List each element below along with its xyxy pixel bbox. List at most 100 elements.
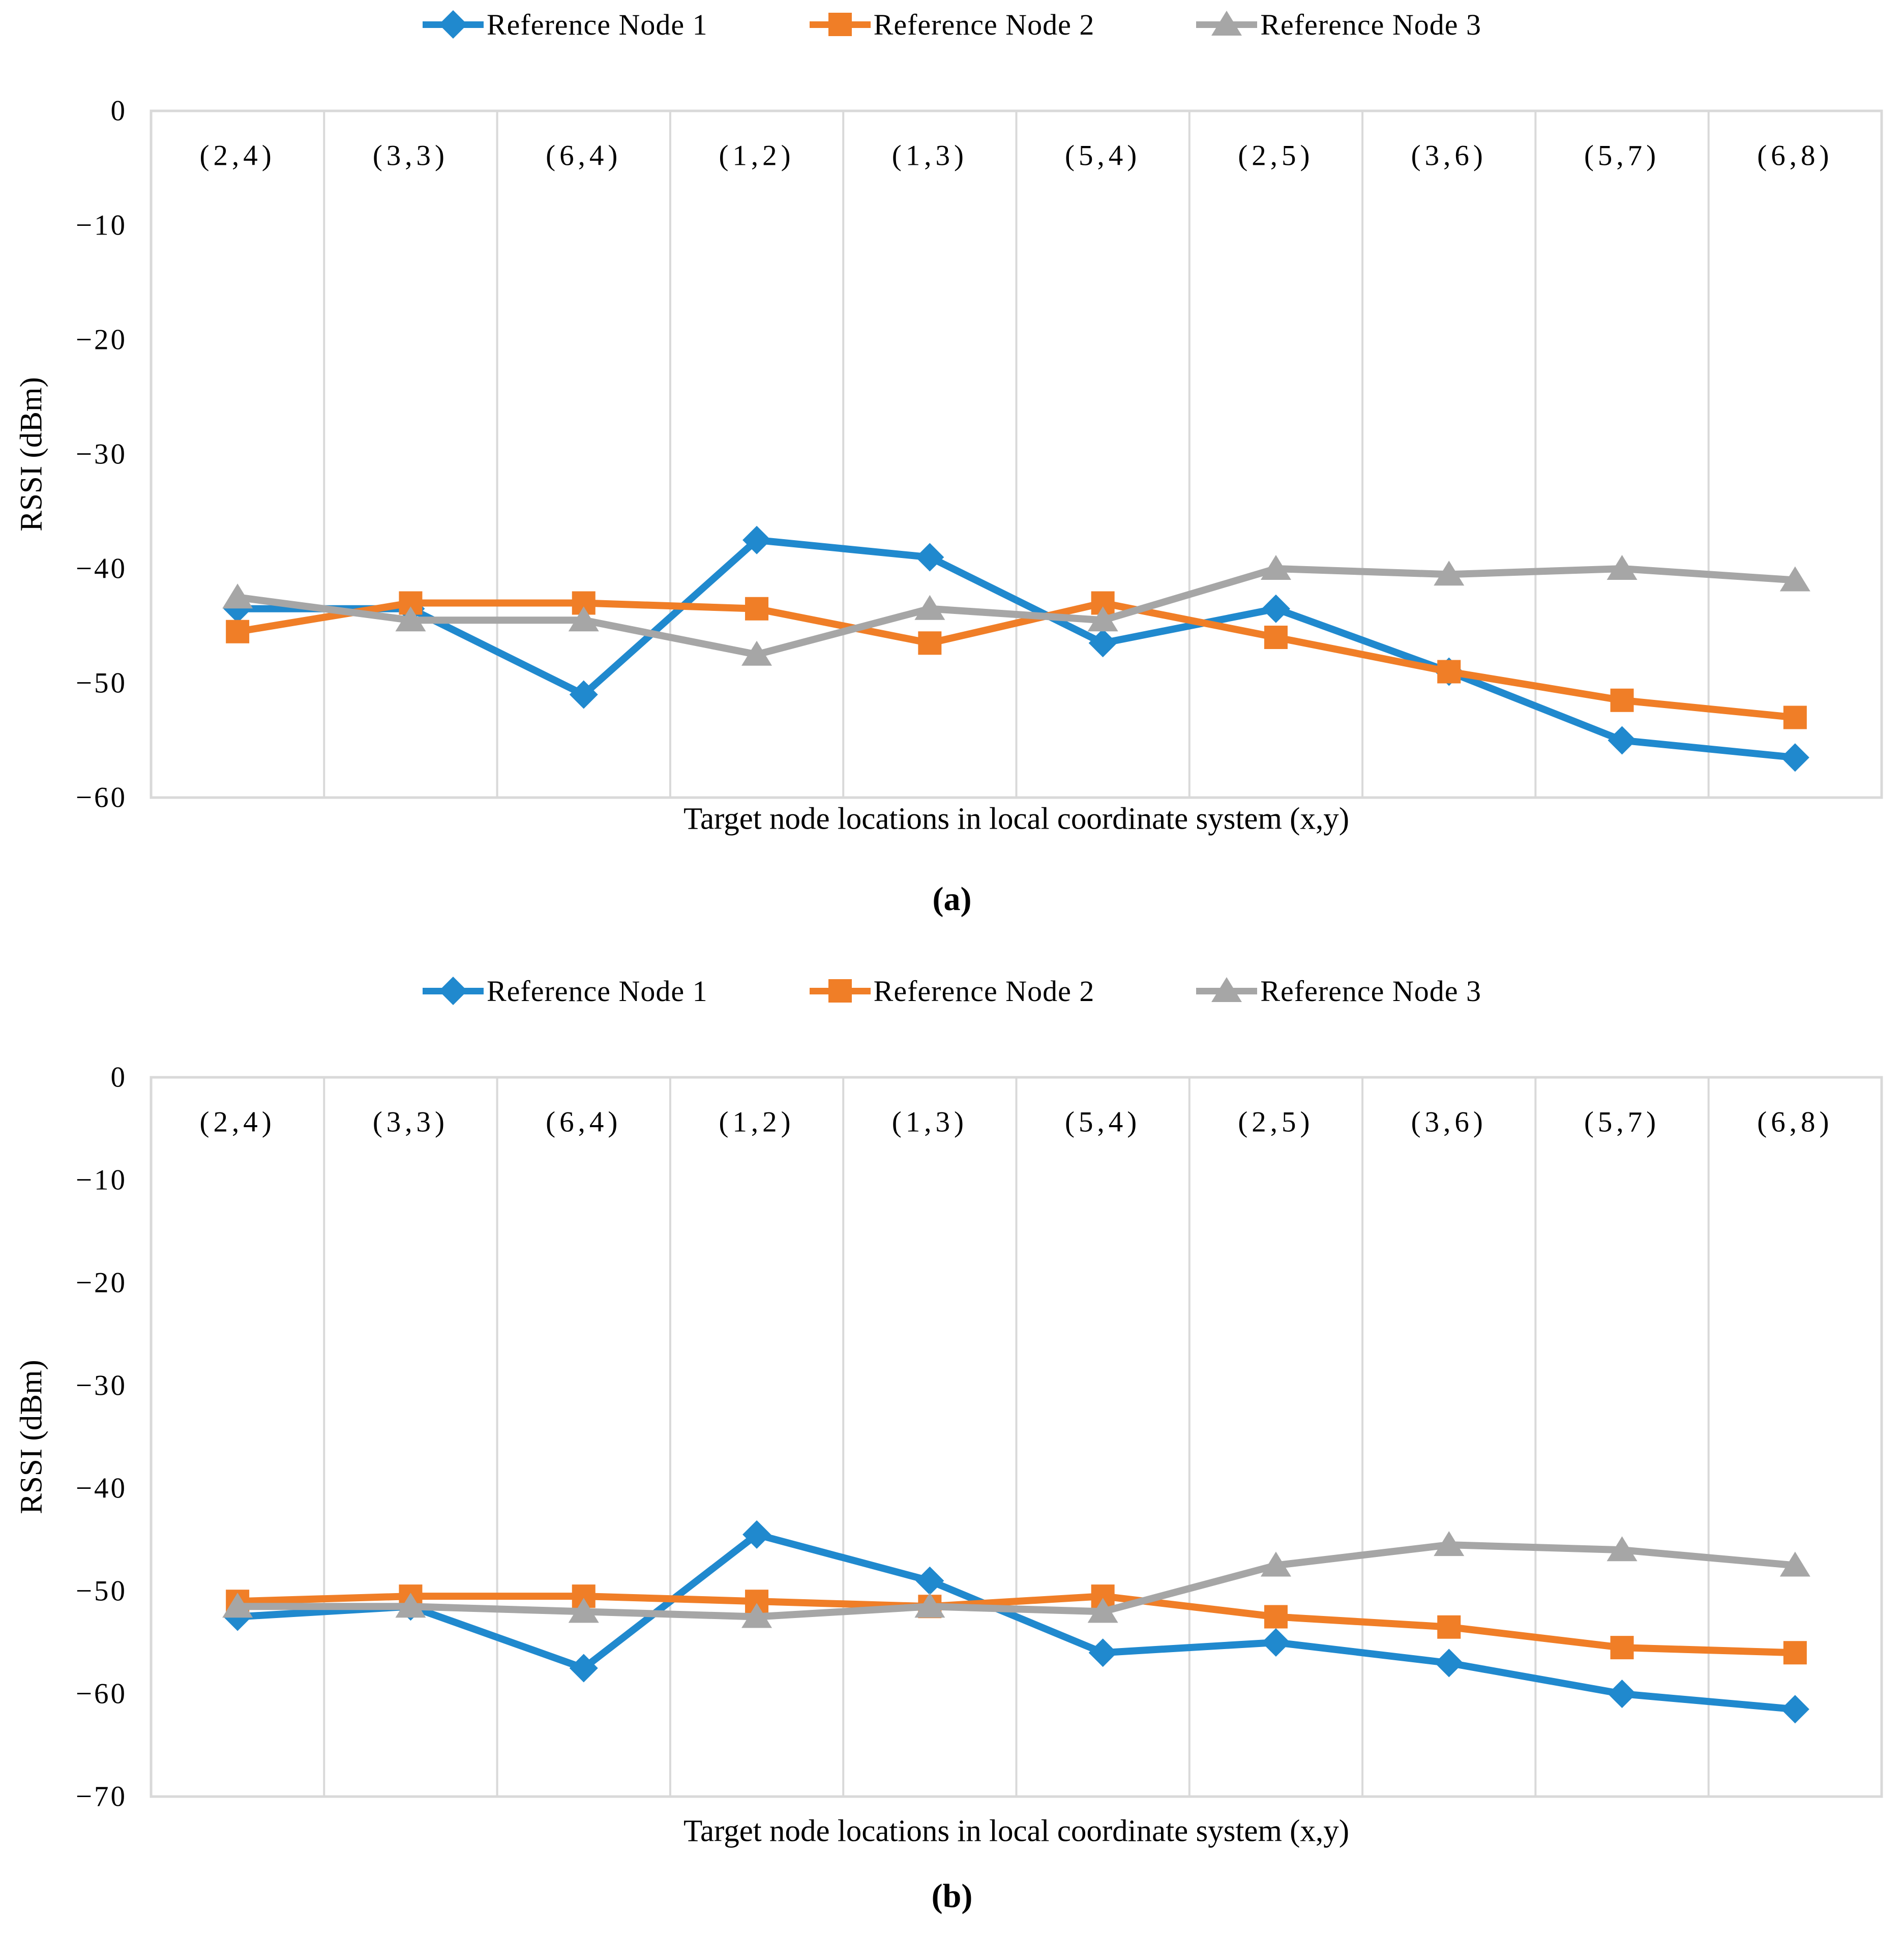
data-point-triangle [1260,1551,1291,1577]
y-tick-label: −70 [76,1781,127,1813]
category-label: (1,2) [719,140,794,172]
square-glyph [828,979,852,1003]
data-point-triangle [741,640,772,666]
data-point-square [918,631,942,655]
category-label: (5,7) [1584,1106,1660,1138]
category-label: (2,4) [200,1106,276,1138]
data-point-triangle [1434,1531,1465,1556]
y-tick-label: −60 [76,1678,127,1710]
data-point-square [1610,1636,1634,1660]
data-point-square [1091,591,1115,615]
data-point-square [1437,660,1461,684]
data-point-square [1610,688,1634,712]
category-label: (1,3) [892,140,968,172]
y-axis-title: RSSI (dBm) [15,1360,49,1514]
data-point-triangle [222,1593,253,1618]
data-point-triangle [1434,561,1465,586]
y-tick-label: −20 [76,1267,127,1299]
data-point-triangle [1260,555,1291,580]
data-point-diamond [1261,1628,1290,1657]
caption-a: (a) [0,879,1904,920]
data-point-square [572,591,596,615]
diamond-marker-icon [422,10,484,39]
triangle-glyph [1211,11,1242,36]
y-tick-label: 0 [111,95,128,127]
legend-a: Reference Node 1 Reference Node 2 Refere… [0,0,1904,45]
caption-a-label: (a) [932,880,972,918]
data-point-diamond [1435,1649,1464,1678]
data-point-triangle [1606,1536,1638,1562]
data-point-square [745,597,769,621]
diamond-glyph [438,10,467,39]
data-point-diamond [1608,726,1637,755]
series-line-reference-node-1 [234,1531,1799,1713]
legend-item-reference-node-3: Reference Node 3 [1196,974,1481,1008]
caption-b-label: (b) [931,1877,973,1915]
series-line-reference-node-3 [234,1541,1799,1621]
y-tick-label: −30 [76,438,127,471]
data-point-diamond [1780,1695,1809,1724]
data-point-square [572,1584,596,1608]
data-point-square [1264,626,1288,649]
data-point-triangle [395,1593,426,1618]
data-point-square [1783,706,1807,729]
y-axis-title: RSSI (dBm) [15,377,49,531]
data-point-triangle [1779,1551,1810,1577]
x-axis-title: Target node locations in local coordinat… [683,1814,1349,1848]
y-tick-label: −40 [76,553,127,585]
category-label: (6,4) [546,140,621,172]
legend-item-reference-node-3: Reference Node 3 [1196,8,1481,42]
category-label: (2,4) [200,140,276,172]
data-point-square [1783,1641,1807,1665]
data-point-triangle [395,606,426,632]
y-tick-label: −60 [76,782,127,814]
y-tick-label: −50 [76,1575,127,1607]
legend-label: Reference Node 2 [873,974,1095,1008]
series-line-reference-node-3 [234,565,1799,658]
data-point-triangle [1087,1598,1118,1623]
category-label: (5,7) [1584,140,1660,172]
data-point-diamond [569,1654,598,1683]
category-label: (6,8) [1757,140,1833,172]
category-label: (3,3) [373,1106,449,1138]
data-point-triangle [741,1603,772,1628]
square-marker-icon [809,979,871,1003]
chart-b: Reference Node 1 Reference Node 2 Refere… [0,971,1904,1917]
category-label: (5,4) [1065,140,1141,172]
diamond-marker-icon [422,977,484,1005]
square-glyph [828,13,852,36]
triangle-glyph [1211,977,1242,1002]
data-point-diamond [742,525,771,554]
y-tick-label: −10 [76,1164,127,1196]
category-label: (6,8) [1757,1106,1833,1138]
category-label: (2,5) [1238,1106,1314,1138]
category-label: (6,4) [546,1106,621,1138]
data-point-square [1091,1584,1115,1608]
data-point-diamond [1088,629,1117,658]
data-point-square [745,1590,769,1613]
category-label: (3,6) [1411,1106,1487,1138]
legend-item-reference-node-1: Reference Node 1 [422,974,708,1008]
data-point-diamond [1608,1680,1637,1708]
data-point-diamond [915,1566,944,1595]
category-label: (3,6) [1411,140,1487,172]
data-point-triangle [222,583,253,609]
series-line-reference-node-2 [234,1593,1799,1657]
square-marker-icon [809,13,871,36]
data-point-triangle [1087,606,1118,632]
legend-item-reference-node-1: Reference Node 1 [422,8,708,42]
legend-label: Reference Node 2 [873,8,1095,41]
category-label: (2,5) [1238,140,1314,172]
legend-item-reference-node-2: Reference Node 2 [809,8,1095,42]
y-tick-label: 0 [111,1062,128,1094]
data-point-square [1437,1615,1461,1639]
legend-label: Reference Node 3 [1260,974,1481,1008]
chart-a: Reference Node 1 Reference Node 2 Refere… [0,0,1904,920]
category-label: (1,2) [719,1106,794,1138]
data-point-diamond [1780,743,1809,772]
chart-a-plot: 0 −10 −20 −30 −40 −50 −60 (2,4) (3,3) (6,4) (1,2) (… [15,95,1883,836]
triangle-marker-icon [1196,11,1258,36]
data-point-diamond [742,1520,771,1549]
data-point-diamond [1261,594,1290,623]
y-tick-label: −30 [76,1370,127,1402]
